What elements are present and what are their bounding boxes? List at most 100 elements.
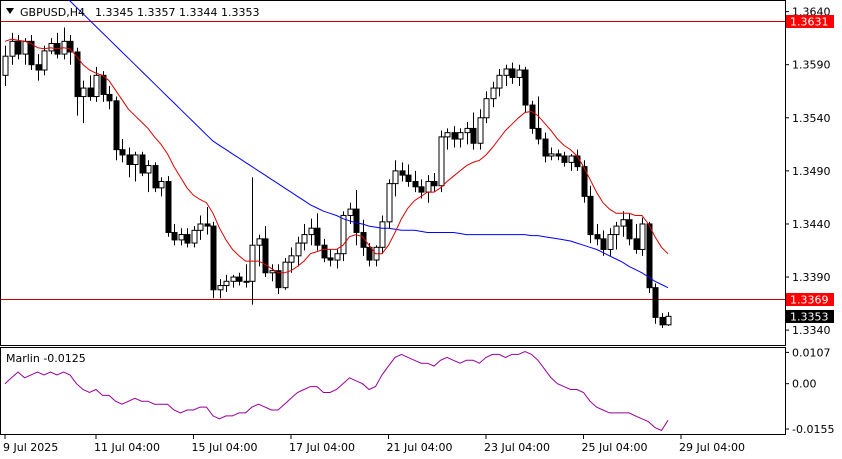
indicator-tick-label: -0.0155	[792, 423, 834, 436]
candle	[639, 217, 646, 256]
candle	[626, 213, 633, 246]
candle	[600, 230, 607, 256]
candle	[314, 213, 321, 251]
time-tick-label: 29 Jul 04:00	[679, 441, 745, 454]
candle	[522, 66, 529, 113]
candle	[620, 211, 627, 237]
candle	[607, 228, 614, 256]
time-tick-label: 11 Jul 04:00	[94, 441, 160, 454]
candle	[399, 162, 406, 182]
candle	[529, 100, 536, 134]
indicator-tick-label: 0.0107	[792, 346, 831, 359]
candle	[652, 283, 659, 324]
candle	[431, 173, 438, 193]
candle	[392, 160, 399, 197]
time-tick-label: 15 Jul 04:00	[192, 441, 258, 454]
candle	[594, 223, 601, 246]
candle	[561, 151, 568, 167]
candle	[132, 151, 139, 182]
candle	[477, 109, 484, 150]
time-tick-label: 17 Jul 04:00	[289, 441, 355, 454]
candle	[581, 160, 588, 203]
candle	[178, 228, 185, 246]
candle	[295, 236, 302, 267]
candle	[93, 66, 100, 102]
current-price-text: 1.3353	[790, 311, 829, 324]
candle	[516, 64, 523, 86]
candle	[470, 112, 477, 150]
candle	[165, 176, 172, 237]
support-price-tag: 1.3369	[786, 293, 834, 307]
price-tick-label: 1.3590	[792, 59, 831, 72]
candle	[282, 257, 289, 290]
candle	[80, 80, 87, 124]
price-tick-label: 1.3340	[792, 324, 831, 337]
candle	[613, 221, 620, 250]
chart-menu-triangle-icon[interactable]	[6, 8, 14, 14]
time-tick-label: 9 Jul 2025	[3, 441, 58, 454]
candle	[249, 177, 256, 305]
candle	[548, 147, 555, 161]
candle	[386, 179, 393, 229]
candle	[119, 139, 126, 163]
candle	[340, 211, 347, 262]
candle	[646, 221, 653, 293]
price-tick-label: 1.3390	[792, 271, 831, 284]
candle	[74, 47, 81, 116]
candle	[418, 179, 425, 199]
price-tick-label: 1.3540	[792, 112, 831, 125]
price-tick-label: 1.3440	[792, 218, 831, 231]
candle	[158, 177, 165, 197]
candle	[308, 218, 315, 246]
candle	[210, 221, 217, 299]
candle	[464, 122, 471, 145]
candle	[412, 170, 419, 193]
candle	[262, 226, 269, 278]
time-tick-label: 25 Jul 04:00	[582, 441, 648, 454]
candle	[230, 274, 237, 288]
slow-moving-average-line	[67, 0, 669, 289]
candle	[665, 312, 672, 326]
candle	[269, 264, 276, 282]
candle	[321, 238, 328, 263]
candle	[327, 249, 334, 267]
candle	[659, 313, 666, 329]
marlin-oscillator-line	[4, 350, 669, 432]
fast-moving-average-line	[4, 38, 669, 274]
candle	[15, 34, 22, 60]
candle	[2, 45, 9, 86]
candle	[243, 264, 250, 288]
candle	[223, 274, 230, 292]
support-price-text: 1.3369	[790, 294, 829, 307]
candle	[288, 247, 295, 273]
candle	[347, 202, 354, 224]
resistance-price-tag: 1.3631	[786, 15, 834, 29]
candle	[191, 226, 198, 248]
symbol-label: GBPUSD,H4	[20, 6, 85, 19]
candle	[366, 243, 373, 267]
candle	[379, 215, 386, 254]
candle	[444, 128, 451, 150]
candle	[451, 126, 458, 148]
price-tick-label: 1.3490	[792, 165, 831, 178]
candle	[217, 279, 224, 299]
ohlc-readout: 1.3345 1.3357 1.3344 1.3353	[95, 6, 259, 19]
indicator-axis: 0.0107 0.00 -0.0155	[785, 346, 834, 436]
time-axis: 9 Jul 2025 11 Jul 04:00 15 Jul 04:00 17 Jul…	[3, 435, 745, 454]
candle	[334, 249, 341, 269]
candle	[301, 223, 308, 251]
candlestick-series	[2, 27, 672, 329]
candle	[152, 162, 159, 193]
candle	[139, 151, 146, 177]
candle	[633, 223, 640, 254]
candle	[87, 75, 94, 101]
candle	[184, 228, 191, 248]
time-tick-label: 21 Jul 04:00	[387, 441, 453, 454]
candle	[542, 132, 549, 163]
candle	[555, 149, 562, 161]
candle	[438, 130, 445, 193]
candle	[587, 185, 594, 244]
indicator-tick-label: 0.00	[792, 378, 817, 391]
candle	[9, 32, 16, 65]
